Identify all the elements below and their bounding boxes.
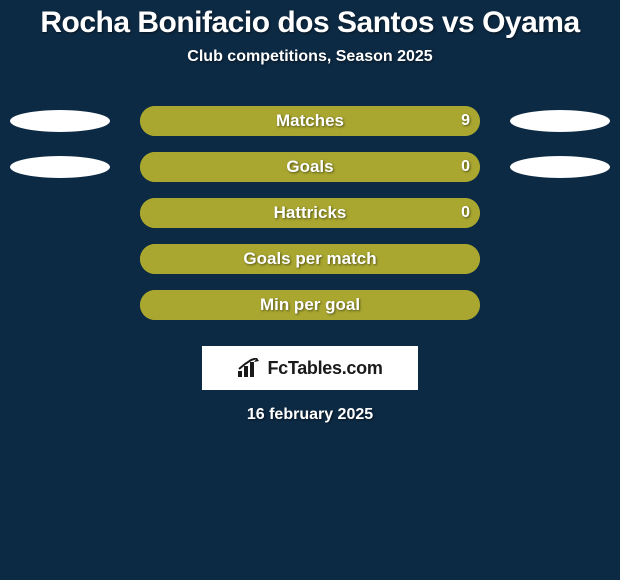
stat-bar: Goals per match (140, 244, 480, 274)
stats-container: Matches9 Goals0 Hattricks0 Goals per match M… (0, 98, 620, 328)
left-marker (10, 110, 110, 132)
stat-value-right: 0 (461, 204, 470, 222)
stat-bar-right-fill (140, 290, 480, 320)
stat-bar-right-fill (140, 198, 480, 228)
stat-value-right: 9 (461, 112, 470, 130)
left-marker (10, 156, 110, 178)
comparison-infographic: Rocha Bonifacio dos Santos vs Oyama Club… (0, 0, 620, 580)
stat-row: Hattricks0 (0, 190, 620, 236)
page-subtitle: Club competitions, Season 2025 (0, 48, 620, 66)
stat-row: Goals0 (0, 144, 620, 190)
stat-row: Goals per match (0, 236, 620, 282)
stat-bar: Goals0 (140, 152, 480, 182)
date-text: 16 february 2025 (0, 406, 620, 424)
stat-bar: Matches9 (140, 106, 480, 136)
stat-value-right: 0 (461, 158, 470, 176)
source-badge-text: FcTables.com (267, 358, 382, 379)
right-marker (510, 110, 610, 132)
chart-icon (237, 358, 261, 378)
stat-bar-right-fill (140, 106, 480, 136)
stat-bar: Hattricks0 (140, 198, 480, 228)
source-badge: FcTables.com (202, 346, 418, 390)
right-marker (510, 156, 610, 178)
stat-row: Min per goal (0, 282, 620, 328)
stat-bar-right-fill (140, 152, 480, 182)
stat-bar: Min per goal (140, 290, 480, 320)
page-title: Rocha Bonifacio dos Santos vs Oyama (0, 0, 620, 40)
stat-row: Matches9 (0, 98, 620, 144)
stat-bar-right-fill (140, 244, 480, 274)
